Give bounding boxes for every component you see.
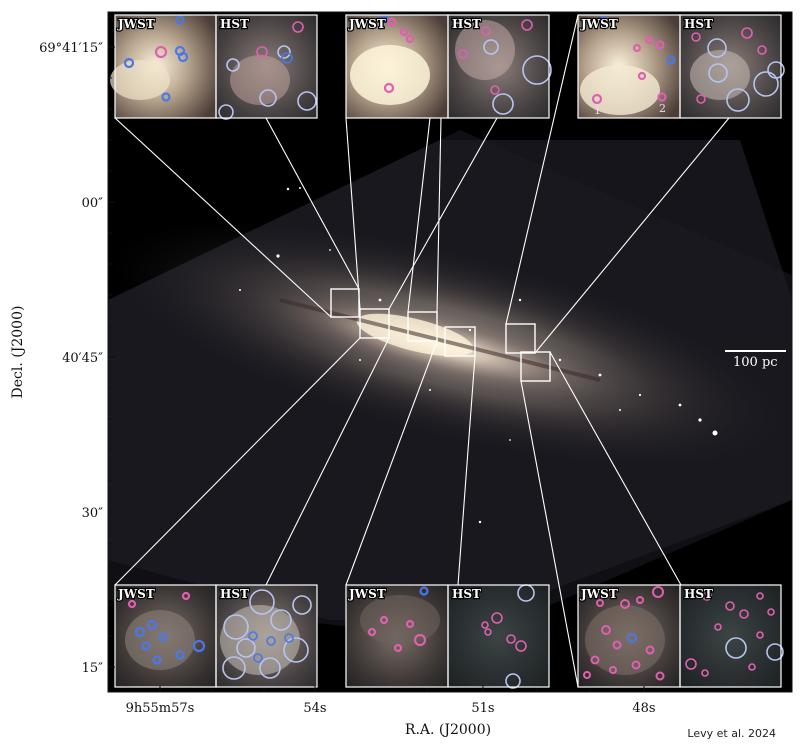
axes-frame <box>107 11 793 693</box>
y-tick-label: 15″ <box>82 661 104 676</box>
x-tick-label: 54s <box>303 701 326 716</box>
x-axis-title: R.A. (J2000) <box>405 722 491 738</box>
dust-lane <box>279 298 601 382</box>
y-axis-title: Decl. (J2000) <box>10 306 26 399</box>
zoom-box-4 <box>444 326 476 357</box>
inset-top-left-hst-label: HST <box>220 17 249 31</box>
source-number-1: 1 <box>594 104 601 117</box>
inset-bottom-middle-hst-label: HST <box>452 587 481 601</box>
x-tick-label: 48s <box>632 701 655 716</box>
x-axis-ticks <box>159 686 753 692</box>
y-tick-label: 69°41′15″ <box>39 41 103 56</box>
field-stars <box>239 187 718 524</box>
inset-bottom-right-hst-label: HST <box>684 587 713 601</box>
inset-bottom-middle: JWST HST <box>345 584 550 689</box>
inset-bottom-left-hst-label: HST <box>220 587 249 601</box>
zoom-box-2 <box>359 308 390 339</box>
inset-top-middle: JWST HST <box>345 14 552 119</box>
zoom-box-1 <box>330 288 360 318</box>
inset-top-left: JWST HST <box>110 14 318 120</box>
inset-top-right: 1 2 JWST HST <box>577 14 785 119</box>
x-tick-label: 51s <box>471 701 494 716</box>
inset-bottom-right-jwst-label: JWST <box>580 587 618 601</box>
y-tick-label: 40′45″ <box>62 351 103 366</box>
y-tick-label: 00″ <box>82 196 104 211</box>
scale-bar-label: 100 pc <box>733 355 778 370</box>
inset-top-middle-hst-label: HST <box>452 17 481 31</box>
inset-top-right-hst-label: HST <box>684 17 713 31</box>
source-number-2: 2 <box>659 102 666 115</box>
connector-lines <box>114 14 730 688</box>
zoom-box-3 <box>407 311 438 342</box>
y-axis-ticks <box>108 15 115 668</box>
inset-top-right-jwst-label: JWST <box>580 17 618 31</box>
x-tick-label: 9h55m57s <box>126 701 195 716</box>
inset-top-left-jwst-label: JWST <box>117 17 155 31</box>
inset-bottom-right: JWST HST <box>577 584 784 688</box>
inset-bottom-left: JWST HST <box>114 584 318 688</box>
inset-bottom-middle-jwst-label: JWST <box>348 587 386 601</box>
y-tick-label: 30″ <box>82 506 104 521</box>
inset-top-middle-jwst-label: JWST <box>348 17 386 31</box>
credit-label: Levy et al. 2024 <box>687 727 776 740</box>
inset-bottom-left-jwst-label: JWST <box>117 587 155 601</box>
